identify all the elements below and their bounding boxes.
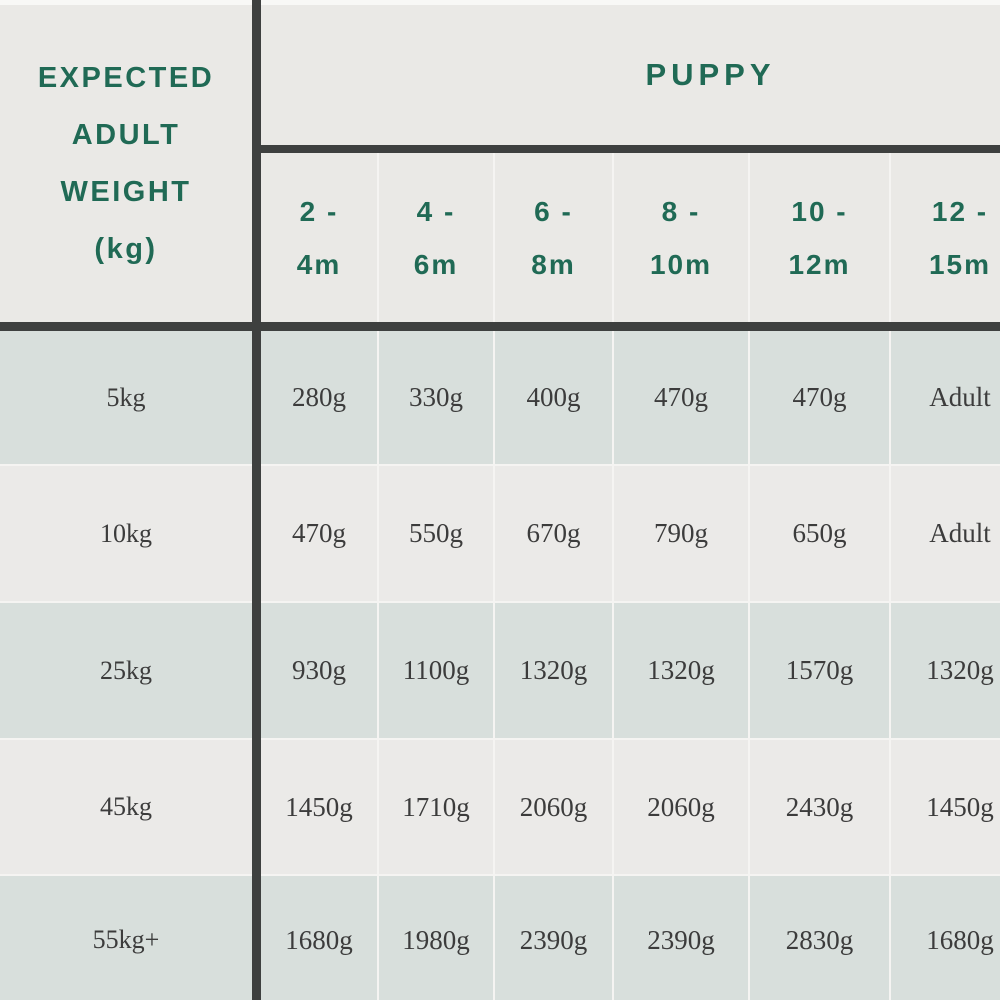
- corner-header-line: WEIGHT: [60, 175, 192, 208]
- column-header-12-15m: 12 - 15m: [889, 153, 1000, 322]
- amount-cell: 1680g: [889, 876, 1000, 1000]
- amount-cell: 2060g: [612, 740, 748, 874]
- amount-cell: 1710g: [377, 740, 493, 874]
- table-row-25kg: 25kg 930g 1100g 1320g 1320g 1570g 1320g: [0, 601, 1000, 738]
- age-column-headers: 2 - 4m 4 - 6m 6 - 8m 8 - 10m 10 - 12m 12…: [261, 153, 1000, 322]
- amount-cell: 670g: [493, 466, 612, 601]
- amount-cell: Adult: [889, 466, 1000, 601]
- amount-cell: 470g: [748, 331, 889, 464]
- amount-cell: 550g: [377, 466, 493, 601]
- amount-cell: 1320g: [612, 603, 748, 738]
- amount-cell: Adult: [889, 331, 1000, 464]
- amount-cell: 1980g: [377, 876, 493, 1000]
- column-header-8-10m: 8 - 10m: [612, 153, 748, 322]
- column-header-line: 12 -: [931, 195, 989, 227]
- amount-cell: 470g: [612, 331, 748, 464]
- column-header-line: 8 -: [661, 195, 701, 227]
- corner-header-line: ADULT: [71, 118, 181, 151]
- table-top-border: [0, 0, 1000, 5]
- group-header-puppy: PUPPY: [645, 57, 776, 92]
- column-header-10-12m: 10 - 12m: [748, 153, 889, 322]
- amount-cell: 2390g: [493, 876, 612, 1000]
- table-row-45kg: 45kg 1450g 1710g 2060g 2060g 2430g 1450g: [0, 738, 1000, 874]
- amount-cell: 2430g: [748, 740, 889, 874]
- amount-cell: 2390g: [612, 876, 748, 1000]
- label-column-divider-rule: [252, 0, 261, 1000]
- column-header-line: 15m: [928, 248, 992, 280]
- column-header-2-4m: 2 - 4m: [261, 153, 377, 322]
- amount-cell: 1450g: [889, 740, 1000, 874]
- column-header-line: 8m: [531, 248, 576, 280]
- row-label: 55kg+: [92, 925, 160, 954]
- header-body-divider-rule: [0, 322, 1000, 331]
- row-label: 5kg: [106, 382, 146, 412]
- amount-cell: 330g: [377, 331, 493, 464]
- column-header-line: 6 -: [534, 195, 573, 227]
- amount-cell: 1100g: [377, 603, 493, 738]
- column-header-line: 6m: [413, 248, 459, 280]
- column-header-line: 12m: [788, 248, 851, 280]
- amount-cell: 2060g: [493, 740, 612, 874]
- amount-cell: 1320g: [493, 603, 612, 738]
- amount-cell: 1680g: [285, 924, 353, 955]
- amount-cell: 470g: [292, 518, 346, 548]
- amount-cell: 2830g: [748, 876, 889, 1000]
- row-label: 45kg: [100, 792, 152, 821]
- amount-cell: 790g: [612, 466, 748, 601]
- column-header-6-8m: 6 - 8m: [493, 153, 612, 322]
- amount-cell: 1450g: [285, 791, 353, 822]
- column-header-line: 4m: [296, 248, 342, 280]
- column-header-band: PUPPY 2 - 4m 4 - 6m 6 - 8m 8 - 10m 10 - …: [261, 5, 1000, 322]
- column-header-line: 10m: [649, 248, 713, 280]
- corner-header-line: EXPECTED: [37, 61, 215, 94]
- table-body: 5kg 280g 330g 400g 470g 470g Adult 10kg …: [0, 331, 1000, 1000]
- puppy-underline-rule: [261, 145, 1000, 153]
- row-label: 10kg: [100, 518, 152, 548]
- table-row-55kg-plus: 55kg+ 1680g 1980g 2390g 2390g 2830g 1680…: [0, 874, 1000, 1000]
- column-header-4-6m: 4 - 6m: [377, 153, 493, 322]
- amount-cell: 280g: [292, 382, 346, 412]
- table-row-10kg: 10kg 470g 550g 670g 790g 650g Adult: [0, 464, 1000, 601]
- amount-cell: 1570g: [748, 603, 889, 738]
- column-header-line: 10 -: [791, 195, 848, 227]
- amount-cell: 930g: [292, 655, 346, 685]
- amount-cell: 400g: [493, 331, 612, 464]
- row-label: 25kg: [100, 655, 152, 685]
- column-header-line: 2 -: [299, 195, 339, 227]
- corner-header: EXPECTED ADULT WEIGHT (kg): [0, 5, 252, 322]
- column-header-line: 4 -: [416, 195, 456, 227]
- amount-cell: 1320g: [889, 603, 1000, 738]
- corner-header-line: (kg): [94, 232, 158, 265]
- amount-cell: 650g: [748, 466, 889, 601]
- table-row-5kg: 5kg 280g 330g 400g 470g 470g Adult: [0, 331, 1000, 464]
